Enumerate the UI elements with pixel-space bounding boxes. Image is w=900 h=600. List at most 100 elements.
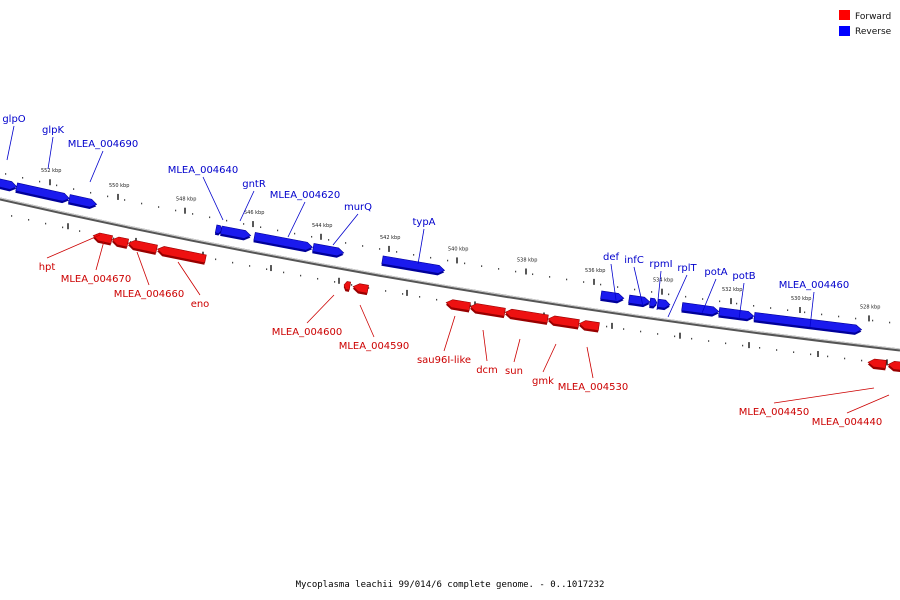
gene-label-rpmi[interactable]: rpmI — [649, 259, 672, 270]
gene-label-mlea-004450[interactable]: MLEA_004450 — [739, 407, 810, 418]
minor-tick — [447, 259, 449, 262]
gene-arrow — [649, 297, 658, 307]
minor-tick — [362, 245, 364, 247]
minor-tick — [725, 342, 727, 345]
gene-label-potb[interactable]: potB — [732, 271, 755, 282]
gene-typa[interactable] — [381, 255, 446, 276]
minor-tick — [351, 284, 353, 286]
gene-label-def[interactable]: def — [603, 252, 620, 263]
minor-tick — [640, 330, 642, 333]
gene-label-mlea-004460[interactable]: MLEA_004460 — [779, 280, 850, 291]
gene-pota[interactable] — [681, 302, 720, 318]
gene-arrow — [718, 307, 755, 320]
gene-hpt[interactable] — [92, 232, 113, 246]
gene-label-glpo[interactable]: glpO — [2, 114, 25, 125]
leader-line — [177, 261, 201, 296]
minor-tick — [623, 328, 625, 330]
gene-label-mlea-004690[interactable]: MLEA_004690 — [68, 139, 139, 150]
gene-arrow — [600, 290, 625, 302]
minor-tick — [634, 288, 636, 291]
gene-label-mlea-004440[interactable]: MLEA_004440 — [812, 417, 883, 428]
gene-label-mlea-004600[interactable]: MLEA_004600 — [272, 327, 343, 338]
gene-murq[interactable] — [312, 243, 345, 258]
minor-tick — [685, 295, 687, 298]
gene-def[interactable] — [600, 290, 625, 304]
gene-mlea-004660[interactable] — [127, 239, 158, 255]
gene-arrow — [156, 246, 207, 264]
gene-label-eno[interactable]: eno — [191, 299, 210, 310]
gene-gntr[interactable] — [220, 225, 252, 242]
gene-label-mlea-004640[interactable]: MLEA_004640 — [168, 165, 239, 176]
gene-label-typa[interactable]: typA — [412, 217, 435, 228]
gene-label-mlea-004660[interactable]: MLEA_004660 — [114, 289, 185, 300]
gene-mlea-004670[interactable] — [111, 236, 130, 249]
gene-dcm[interactable] — [469, 303, 506, 319]
gene-mlea-004590[interactable] — [352, 283, 369, 296]
gene-infc[interactable] — [628, 294, 651, 308]
gene-glpo[interactable] — [0, 177, 18, 193]
gene-label-hpt[interactable]: hpt — [39, 262, 56, 273]
gene-arrow — [68, 194, 98, 208]
gene-mlea-004620[interactable] — [253, 232, 314, 253]
gene-sun[interactable] — [504, 308, 549, 325]
minor-tick — [28, 218, 30, 221]
minor-tick — [249, 265, 251, 267]
minor-tick — [810, 353, 812, 356]
gene-arrow — [547, 315, 580, 328]
gene-label-mlea-004620[interactable]: MLEA_004620 — [270, 190, 341, 201]
minor-tick — [300, 274, 302, 277]
gene-mlea-004690[interactable] — [68, 194, 98, 211]
legend-swatch-forward — [839, 10, 850, 20]
gene-mlea-004640[interactable] — [214, 224, 223, 236]
legend: Forward Reverse — [839, 10, 892, 37]
gene-rpmi[interactable] — [649, 297, 658, 309]
gene-label-mlea-004590[interactable]: MLEA_004590 — [339, 341, 410, 352]
leader-line — [846, 394, 890, 414]
gene-arrow — [381, 255, 446, 274]
gene-mlea-004460[interactable] — [753, 312, 863, 335]
gene-label-gntr[interactable]: gntR — [242, 179, 266, 190]
gene-mlea-004450[interactable] — [867, 358, 887, 371]
leader-line — [332, 213, 359, 246]
gene-arrow — [628, 294, 651, 306]
gene-sau96i-like[interactable] — [445, 299, 471, 313]
minor-tick — [232, 261, 234, 264]
minor-tick — [419, 296, 421, 298]
minor-tick — [260, 226, 262, 229]
gene-arrow — [887, 361, 900, 371]
gene-eno[interactable] — [156, 245, 207, 265]
gene-rplt[interactable] — [657, 298, 671, 311]
gene-label-sau96i-like[interactable]: sau96I-like — [417, 355, 471, 366]
minor-tick — [334, 281, 336, 283]
gene-label-rplt[interactable]: rplT — [677, 263, 697, 274]
leader-line — [287, 201, 306, 238]
minor-tick — [606, 325, 608, 328]
leader-line — [359, 304, 375, 338]
gene-label-infc[interactable]: infC — [624, 255, 644, 266]
leader-line — [47, 136, 54, 170]
minor-tick — [657, 333, 659, 335]
gene-label-murq[interactable]: murQ — [344, 202, 372, 213]
minor-tick — [73, 188, 75, 190]
gene-label-mlea-004530[interactable]: MLEA_004530 — [558, 382, 629, 393]
gene-label-glpk[interactable]: glpK — [42, 125, 64, 136]
minor-tick — [787, 309, 789, 311]
leader-line — [6, 125, 15, 161]
gene-glpk[interactable] — [15, 182, 70, 204]
gene-gmk[interactable] — [547, 315, 580, 330]
gene-label-dcm[interactable]: dcm — [476, 365, 498, 376]
gene-label-pota[interactable]: potA — [704, 267, 727, 278]
gene-mlea-004440[interactable] — [887, 361, 900, 373]
gene-label-gmk[interactable]: gmk — [532, 376, 554, 387]
leader-line — [202, 176, 224, 221]
leader-line — [586, 346, 594, 379]
gene-label-sun[interactable]: sun — [505, 366, 523, 377]
minor-tick — [844, 357, 846, 360]
gene-mlea-004600[interactable] — [343, 281, 352, 292]
gene-potb[interactable] — [718, 307, 755, 322]
minor-tick — [532, 273, 534, 276]
gene-label-mlea-004670[interactable]: MLEA_004670 — [61, 274, 132, 285]
gene-mlea-004530[interactable] — [578, 320, 600, 333]
leader-line — [46, 234, 101, 259]
